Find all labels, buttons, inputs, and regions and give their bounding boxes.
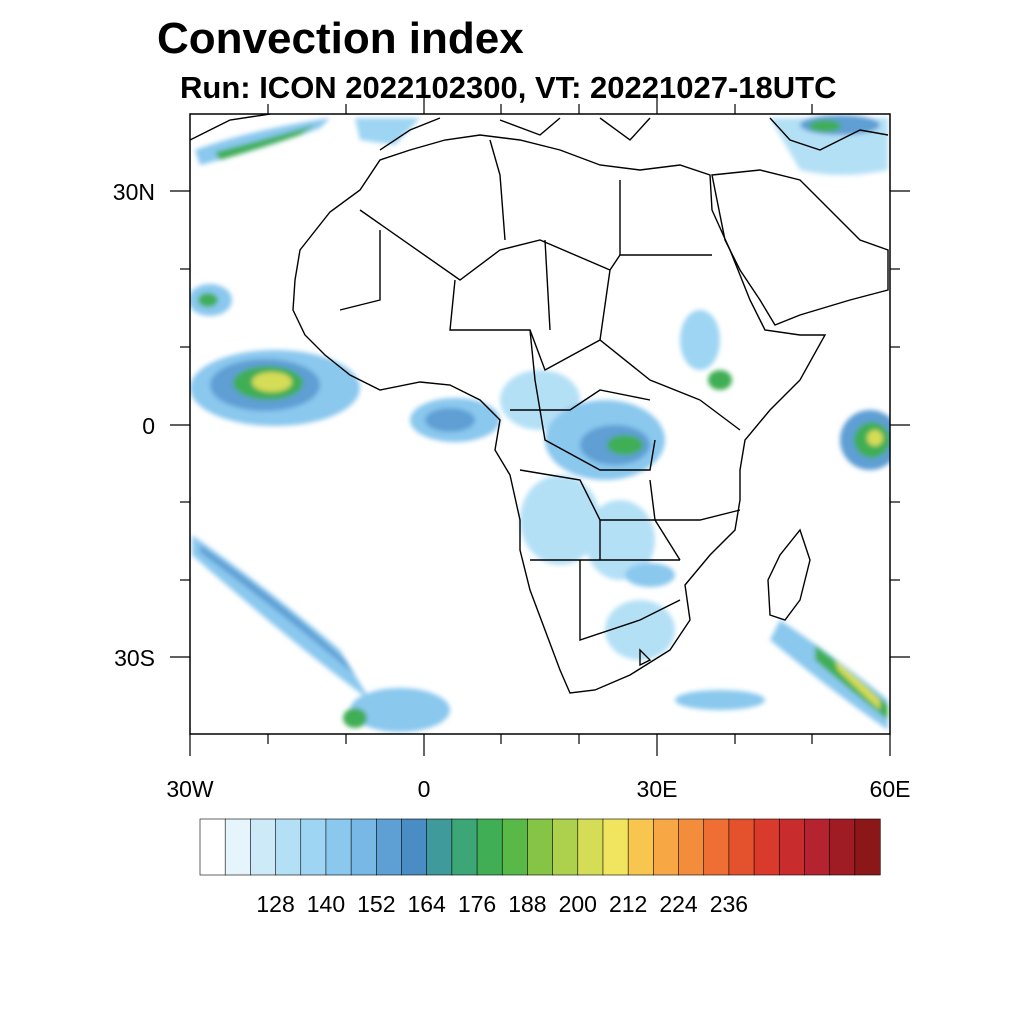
plot-title: Convection index bbox=[157, 14, 524, 63]
coastlines bbox=[190, 114, 889, 694]
lon-tick-label: 60E bbox=[870, 776, 911, 802]
colorbar-swatch bbox=[476, 818, 503, 876]
colorbar-swatch bbox=[627, 818, 654, 876]
colorbar-label: 152 bbox=[357, 891, 395, 917]
colorbar bbox=[199, 818, 881, 876]
lon-tick-label: 0 bbox=[418, 776, 431, 802]
colorbar-swatch bbox=[501, 818, 529, 876]
colorbar-label: 212 bbox=[609, 891, 647, 917]
colorbar-swatch bbox=[602, 818, 629, 876]
colorbar-swatch bbox=[224, 818, 251, 876]
colorbar-label: 164 bbox=[407, 891, 446, 917]
colorbar-swatch bbox=[653, 818, 680, 876]
colorbar-swatch bbox=[678, 818, 705, 876]
colorbar-label: 200 bbox=[559, 891, 597, 917]
colorbar-swatch bbox=[527, 818, 554, 876]
colorbar-label: 224 bbox=[659, 891, 698, 917]
map-frame bbox=[189, 113, 891, 735]
colorbar-label: 188 bbox=[508, 891, 546, 917]
convection-field bbox=[190, 115, 890, 732]
lat-tick-label: 0 bbox=[142, 413, 155, 439]
lon-tick-label: 30W bbox=[166, 776, 214, 802]
colorbar-swatch bbox=[250, 818, 277, 876]
colorbar-swatch bbox=[552, 818, 579, 876]
colorbar-labels: 128 140 152 164 176 188 200 212 224 236 bbox=[256, 891, 748, 917]
colorbar-swatch bbox=[753, 818, 780, 876]
colorbar-swatch bbox=[451, 818, 478, 876]
colorbar-label: 236 bbox=[710, 891, 748, 917]
lon-tick-label: 30E bbox=[637, 776, 678, 802]
colorbar-swatch bbox=[300, 818, 327, 876]
colorbar-swatch bbox=[199, 818, 226, 876]
colorbar-label: 128 bbox=[256, 891, 294, 917]
colorbar-swatch bbox=[577, 818, 604, 876]
colorbar-label: 176 bbox=[458, 891, 496, 917]
colorbar-swatch bbox=[275, 818, 302, 876]
colorbar-swatch bbox=[829, 818, 856, 876]
colorbar-swatch bbox=[778, 818, 806, 876]
colorbar-label: 140 bbox=[307, 891, 345, 917]
tick-marks bbox=[170, 94, 910, 756]
colorbar-swatch bbox=[401, 818, 428, 876]
colorbar-swatch bbox=[426, 818, 453, 876]
colorbar-swatch bbox=[350, 818, 377, 876]
lat-tick-label: 30S bbox=[114, 645, 155, 671]
colorbar-swatch bbox=[703, 818, 730, 876]
colorbar-swatch bbox=[325, 818, 352, 876]
colorbar-swatch bbox=[804, 818, 831, 876]
colorbar-swatch bbox=[854, 818, 881, 876]
plot-subtitle: Run: ICON 2022102300, VT: 20221027-18UTC bbox=[180, 70, 837, 105]
colorbar-swatch bbox=[375, 818, 403, 876]
colorbar-swatch bbox=[728, 818, 755, 876]
lat-tick-label: 30N bbox=[113, 179, 155, 205]
